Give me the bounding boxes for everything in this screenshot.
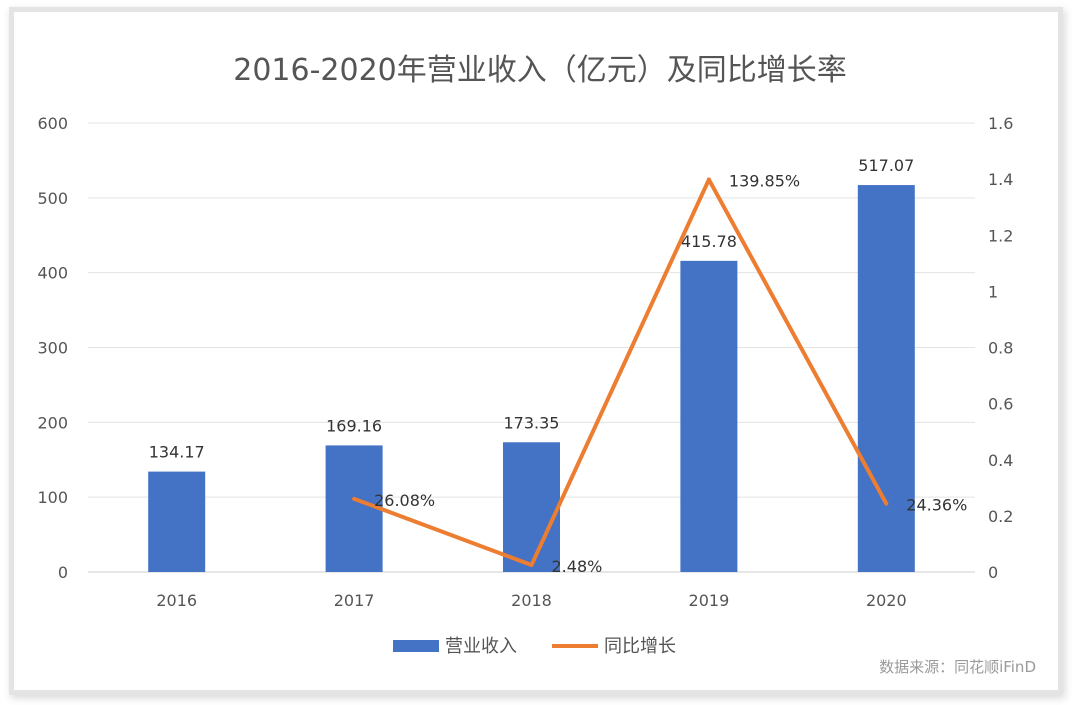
chart-title: 2016-2020年营业收入（亿元）及同比增长率 (233, 53, 847, 88)
y-right-tick-label: 0 (988, 563, 998, 582)
line-point (352, 496, 357, 501)
y-left-tick-label: 100 (37, 488, 68, 507)
line-data-label: 24.36% (906, 496, 967, 515)
source-note: 数据来源：同花顺iFinD (879, 658, 1036, 676)
x-tick-label: 2020 (866, 591, 907, 610)
y-left-tick-label: 300 (37, 339, 68, 358)
y-left-tick-label: 200 (37, 413, 68, 432)
bar-data-label: 169.16 (326, 416, 382, 435)
y-left-tick-label: 500 (37, 189, 68, 208)
legend-label-line: 同比增长 (604, 636, 676, 657)
legend-swatch-bar (393, 640, 439, 652)
x-tick-label: 2017 (334, 591, 375, 610)
legend-label-bar: 营业收入 (445, 636, 517, 657)
line-data-label: 26.08% (374, 491, 435, 510)
y-right-tick-label: 1.4 (988, 170, 1013, 189)
growth-line (353, 177, 889, 568)
y-left-tick-label: 400 (37, 264, 68, 283)
y-right-tick-label: 1 (988, 282, 998, 301)
x-tick-label: 2016 (156, 591, 197, 610)
x-tick-label: 2018 (511, 591, 552, 610)
y-right-tick-label: 1.2 (988, 226, 1013, 245)
bar-data-label: 173.35 (504, 413, 560, 432)
bar (503, 442, 560, 572)
y-right-tick-label: 0.8 (988, 339, 1013, 358)
line-point (706, 177, 711, 182)
bar-data-label: 415.78 (681, 232, 737, 251)
x-tick-label: 2019 (689, 591, 730, 610)
bar (857, 185, 915, 573)
line-data-label: 139.85% (729, 172, 800, 191)
y-left-tick-label: 0 (58, 563, 68, 582)
bar (148, 471, 206, 572)
bar-data-label: 517.07 (858, 156, 914, 175)
bar-data-label: 134.17 (149, 443, 205, 462)
line-point (529, 563, 534, 568)
y-right-tick-label: 0.6 (988, 395, 1013, 414)
line-point (884, 501, 889, 506)
y-right-tick-label: 0.4 (988, 451, 1013, 470)
y-right-tick-label: 0.2 (988, 507, 1013, 526)
bar (325, 445, 383, 572)
y-left-tick-label: 600 (37, 114, 68, 133)
bar (680, 260, 738, 572)
y-right-tick-label: 1.6 (988, 114, 1013, 133)
line-data-label: 2.48% (552, 557, 603, 576)
